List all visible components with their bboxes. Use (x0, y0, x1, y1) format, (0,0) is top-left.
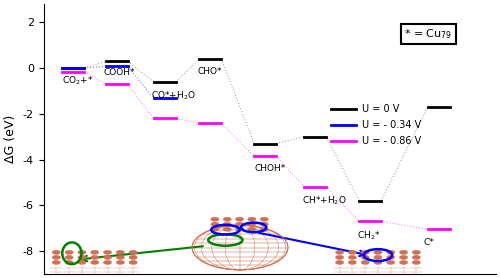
Text: U = - 0.34 V: U = - 0.34 V (362, 120, 421, 130)
Circle shape (386, 250, 395, 254)
Text: CH*+H$_2$O: CH*+H$_2$O (302, 195, 347, 207)
Circle shape (386, 260, 395, 264)
Text: CO$_2$+*: CO$_2$+* (62, 75, 94, 87)
Circle shape (260, 222, 268, 226)
Circle shape (211, 222, 219, 226)
Circle shape (223, 227, 232, 231)
Circle shape (248, 222, 256, 226)
Circle shape (412, 255, 420, 259)
Text: U = - 0.86 V: U = - 0.86 V (362, 136, 421, 146)
Circle shape (248, 227, 256, 231)
Circle shape (52, 255, 60, 259)
Circle shape (400, 260, 407, 264)
Circle shape (116, 260, 124, 264)
Circle shape (336, 255, 344, 259)
Circle shape (223, 222, 232, 226)
Circle shape (52, 250, 60, 254)
Circle shape (129, 250, 137, 254)
Circle shape (361, 260, 370, 264)
Circle shape (104, 255, 112, 259)
Circle shape (236, 217, 244, 221)
Circle shape (236, 222, 244, 226)
Circle shape (260, 217, 268, 221)
Circle shape (400, 255, 407, 259)
Circle shape (104, 250, 112, 254)
Circle shape (348, 250, 356, 254)
Circle shape (211, 227, 219, 231)
Circle shape (400, 250, 407, 254)
Circle shape (336, 250, 344, 254)
Circle shape (78, 260, 86, 264)
Text: * = Cu$_{79}$: * = Cu$_{79}$ (404, 27, 452, 41)
Circle shape (260, 227, 268, 231)
Text: U = 0 V: U = 0 V (362, 104, 400, 114)
Text: COOH*: COOH* (104, 68, 135, 77)
Circle shape (412, 250, 420, 254)
Circle shape (412, 260, 420, 264)
Circle shape (90, 255, 99, 259)
Circle shape (116, 255, 124, 259)
Circle shape (361, 255, 370, 259)
Circle shape (386, 255, 395, 259)
Circle shape (52, 260, 60, 264)
Circle shape (129, 260, 137, 264)
Text: CH$_2$*: CH$_2$* (357, 229, 380, 242)
Y-axis label: ΔG (eV): ΔG (eV) (4, 115, 17, 163)
Circle shape (116, 250, 124, 254)
Circle shape (374, 260, 382, 264)
Circle shape (336, 260, 344, 264)
Circle shape (374, 255, 382, 259)
Text: CO*+H$_2$O: CO*+H$_2$O (152, 90, 196, 102)
Circle shape (248, 217, 256, 221)
Circle shape (129, 255, 137, 259)
Circle shape (65, 255, 74, 259)
Circle shape (78, 255, 86, 259)
Circle shape (348, 260, 356, 264)
Circle shape (65, 260, 74, 264)
Circle shape (211, 217, 219, 221)
Circle shape (78, 250, 86, 254)
Circle shape (90, 250, 99, 254)
Circle shape (223, 217, 232, 221)
Text: C*: C* (423, 239, 434, 247)
Circle shape (361, 250, 370, 254)
Circle shape (104, 260, 112, 264)
Circle shape (90, 260, 99, 264)
Circle shape (65, 250, 74, 254)
Circle shape (374, 250, 382, 254)
Circle shape (236, 227, 244, 231)
Text: CHOH*: CHOH* (254, 164, 286, 173)
Circle shape (348, 255, 356, 259)
Text: CHO*: CHO* (197, 67, 222, 76)
